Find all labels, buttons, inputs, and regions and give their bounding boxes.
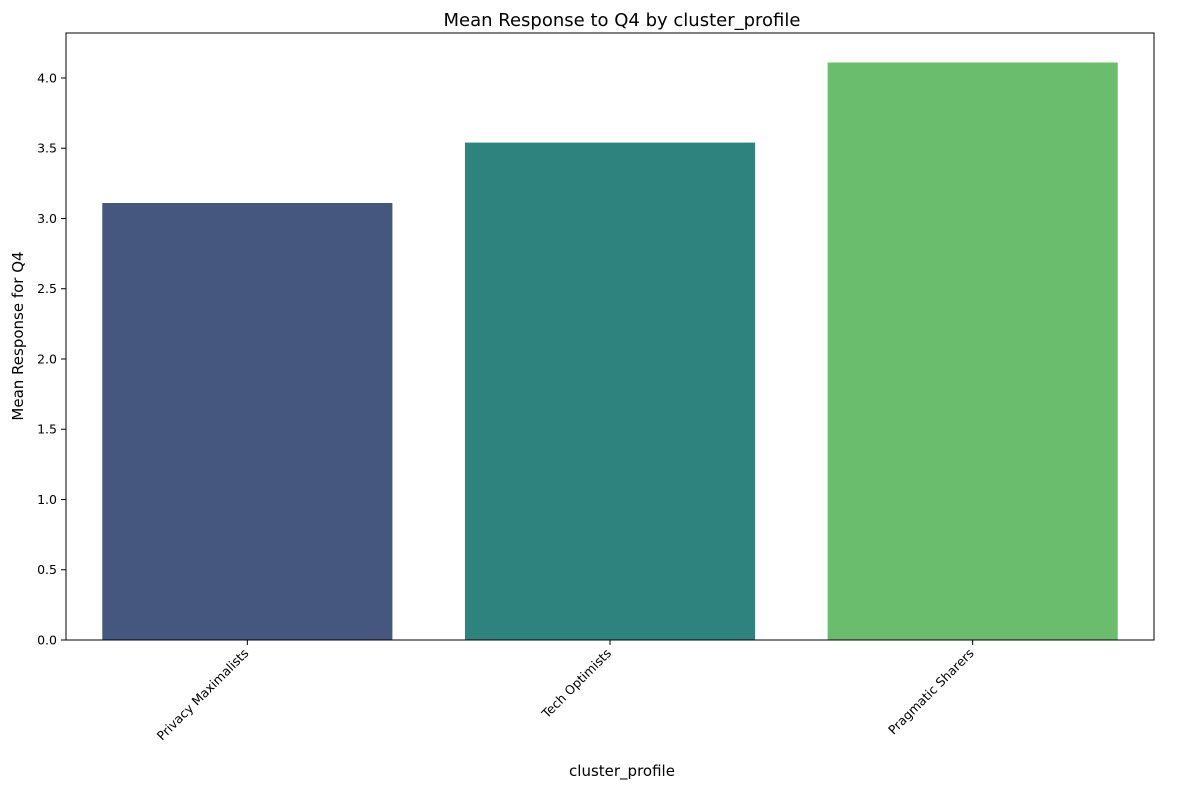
y-tick-label: 0.0	[37, 633, 57, 648]
y-tick-label: 3.5	[37, 141, 57, 156]
y-tick-label: 1.0	[37, 492, 57, 507]
axes-frame	[65, 32, 1155, 641]
chart-title: Mean Response to Q4 by cluster_profile	[444, 10, 801, 31]
y-tick-label: 1.5	[37, 422, 57, 437]
x-tick-label: Tech Optimists	[538, 646, 614, 722]
bar	[102, 203, 393, 640]
y-tick-label: 0.5	[37, 562, 57, 577]
y-tick-label: 3.0	[37, 211, 57, 226]
x-tick-label: Privacy Maximalists	[154, 646, 252, 744]
x-axis-label: cluster_profile	[569, 762, 675, 781]
y-tick-label: 4.0	[37, 70, 57, 85]
plot-area: Privacy Maximalists Tech Optimists Pragmat…	[37, 32, 1155, 744]
y-axis-label: Mean Response for Q4	[9, 251, 27, 420]
x-tick-label: Pragmatic Sharers	[885, 646, 977, 738]
bar	[827, 62, 1118, 640]
y-tick-label: 2.0	[37, 351, 57, 366]
bar	[464, 142, 756, 640]
y-tick-label: 2.5	[37, 281, 57, 296]
